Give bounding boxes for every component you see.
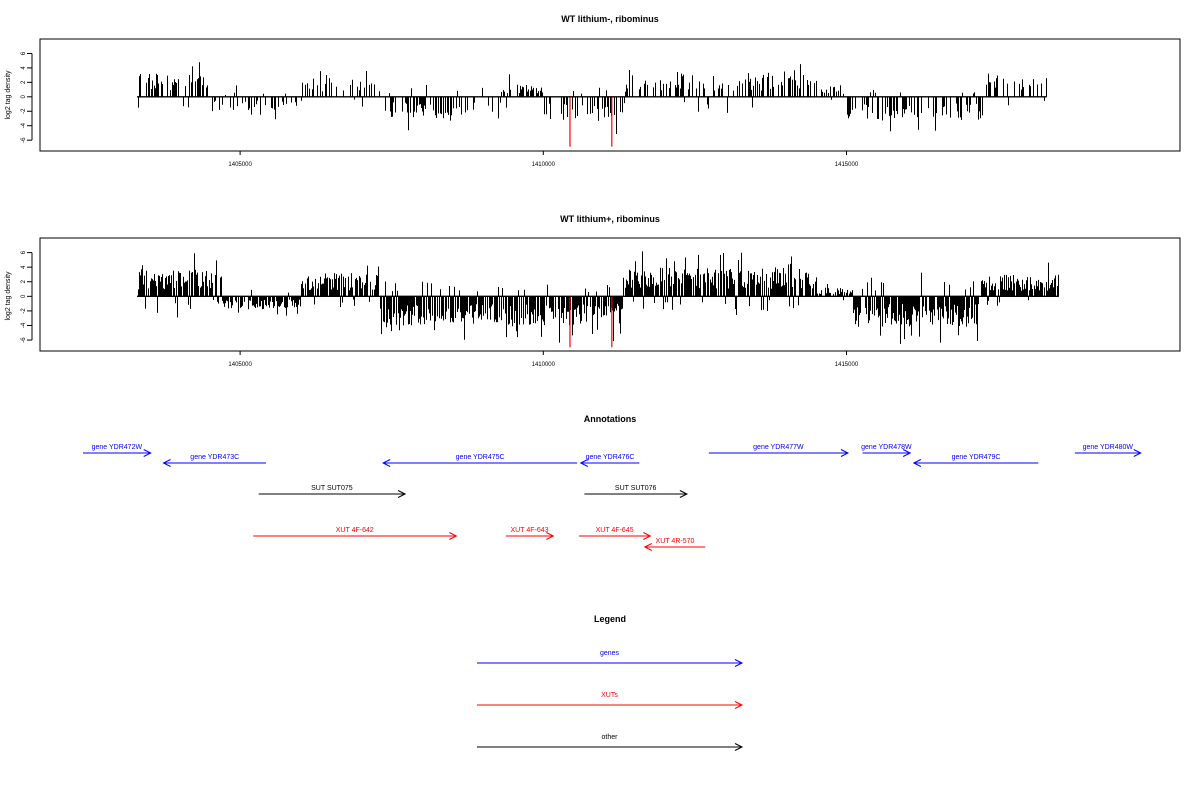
feature-label: gene YDR473C [190, 454, 239, 461]
y-axis: -6 -4 -2 0 2 4 6 [21, 51, 33, 143]
feature-label: gene YDR479C [952, 454, 1001, 461]
y-axis-label: log2 tag density [5, 271, 12, 321]
legend-label: genes [600, 650, 620, 657]
feature-label: gene YDR472W [92, 444, 143, 451]
feature-xut: XUT 4F-642 [253, 527, 458, 540]
x-tick-label: 1405000 [228, 362, 252, 368]
arrow-head [143, 449, 152, 457]
feature-label: XUT 4F-643 [511, 527, 549, 534]
feature-gene: gene YDR475C [382, 454, 578, 467]
x-tick-label: 1405000 [228, 162, 252, 168]
y-tick-label: 6 [21, 250, 27, 254]
arrow-head [546, 532, 555, 540]
arrow-head [449, 532, 458, 540]
feature-gene: gene YDR480W [1074, 444, 1142, 457]
x-tick-label: 1410000 [532, 362, 556, 368]
y-tick-label: 6 [21, 51, 27, 55]
arrow-head [734, 659, 744, 667]
feature-xut: XUT 4F-645 [578, 527, 652, 540]
track-title: WT lithium-, ribominus [561, 14, 659, 24]
feature-label: SUT SUT075 [311, 485, 353, 492]
feature-label: XUT 4F-645 [596, 527, 634, 534]
y-axis-label: log2 tag density [5, 70, 12, 120]
plot-frame [39, 237, 1181, 352]
legend-item: other [477, 734, 744, 751]
y-tick-label: -2 [21, 108, 27, 114]
arrow-head [840, 449, 850, 457]
y-tick-label: -6 [21, 337, 27, 343]
y-tick-label: -4 [21, 122, 27, 128]
x-axis: 1405000 1410000 1415000 [228, 151, 859, 168]
arrow-head [734, 743, 744, 751]
arrow-head [397, 490, 407, 498]
plot-frame [39, 38, 1181, 152]
annotations-title: Annotations [584, 414, 637, 424]
x-tick-label: 1415000 [835, 162, 859, 168]
feature-gene: gene YDR472W [83, 444, 152, 457]
legend-items: genes XUTs other [477, 650, 744, 751]
feature-label: gene YDR478W [861, 444, 912, 451]
legend-title: Legend [594, 614, 626, 624]
y-tick-label: 4 [21, 66, 27, 70]
feature-gene: gene YDR473C [162, 454, 266, 467]
feature-gene: gene YDR478W [861, 444, 912, 457]
arrow-head [912, 459, 922, 467]
arrow-head [643, 532, 652, 540]
arrow-head [902, 449, 912, 457]
legend-label: XUTs [601, 692, 618, 699]
y-tick-label: 0 [21, 294, 27, 298]
arrow-head [382, 459, 391, 467]
legend-item: XUTs [477, 692, 744, 709]
y-tick-label: 4 [21, 265, 27, 269]
x-tick-label: 1415000 [835, 362, 859, 368]
x-tick-label: 1410000 [532, 162, 556, 168]
feature-gene: gene YDR477W [708, 444, 850, 457]
feature-label: gene YDR475C [456, 454, 505, 461]
feature-label: XUT 4F-642 [336, 527, 374, 534]
arrow-head [734, 701, 744, 709]
y-tick-label: 0 [21, 94, 27, 98]
arrow-head [1133, 449, 1142, 457]
x-axis: 1405000 1410000 1415000 [228, 351, 859, 368]
feature-label: SUT SUT076 [615, 485, 657, 492]
feature-gene: gene YDR476C [579, 454, 640, 467]
feature-xut: XUT 4F-643 [505, 527, 555, 540]
y-axis: -6 -4 -2 0 2 4 6 [21, 250, 33, 343]
arrow-head [579, 459, 588, 467]
density-bars [137, 251, 1059, 348]
track-panel-lithium-plus: WT lithium+, ribominus log2 tag density … [5, 214, 1181, 368]
annotation-features: gene YDR472W gene YDR473C gene YDR475C gene… [83, 444, 1142, 551]
feature-other: SUT SUT076 [584, 485, 689, 498]
arrow-head [162, 459, 171, 467]
feature-label: gene YDR480W [1083, 444, 1134, 451]
feature-xut: XUT 4R-570 [643, 538, 706, 551]
track-title: WT lithium+, ribominus [560, 214, 660, 224]
legend: Legend genes XUTs other [477, 614, 744, 751]
legend-item: genes [477, 650, 744, 667]
arrow-head [679, 490, 689, 498]
y-tick-label: -2 [21, 308, 27, 314]
y-tick-label: -4 [21, 322, 27, 328]
legend-label: other [602, 734, 619, 741]
feature-gene: gene YDR479C [912, 454, 1039, 467]
feature-label: gene YDR477W [753, 444, 804, 451]
arrow-head [643, 543, 653, 551]
feature-other: SUT SUT075 [258, 485, 407, 498]
feature-label: gene YDR476C [586, 454, 635, 461]
density-bars [137, 62, 1047, 147]
y-tick-label: 2 [21, 279, 27, 283]
y-tick-label: -6 [21, 137, 27, 143]
y-tick-label: 2 [21, 80, 27, 84]
feature-label: XUT 4R-570 [656, 538, 695, 545]
track-panel-lithium-minus: WT lithium-, ribominus log2 tag density … [5, 14, 1181, 168]
